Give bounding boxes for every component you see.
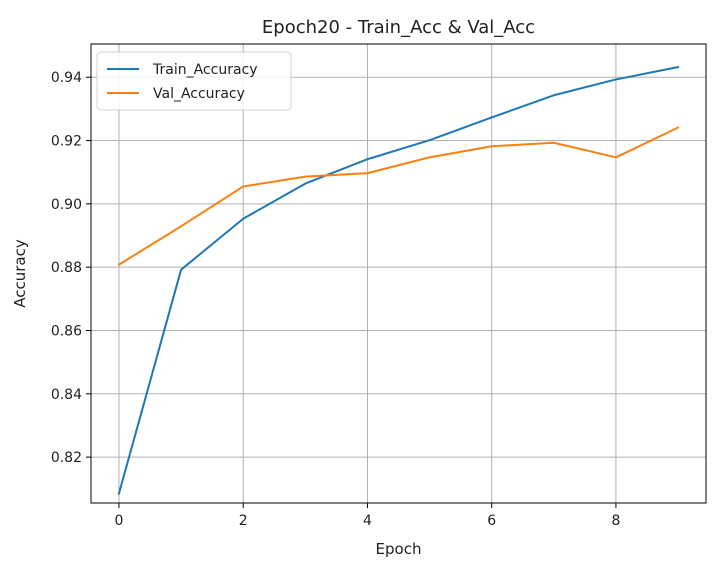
y-tick-label: 0.90 — [51, 197, 82, 213]
chart-title: Epoch20 - Train_Acc & Val_Acc — [262, 17, 535, 38]
x-tick-label: 0 — [114, 513, 123, 529]
legend: Train_Accuracy Val_Accuracy — [96, 51, 292, 111]
y-tick-label: 0.84 — [51, 387, 82, 403]
x-tick-label: 8 — [611, 513, 620, 529]
y-tick-label: 0.94 — [51, 70, 82, 86]
series-lines — [117, 65, 680, 495]
y-tick-label: 0.82 — [51, 450, 82, 466]
x-tick-label: 6 — [487, 513, 496, 529]
x-tick-label: 4 — [363, 513, 372, 529]
y-tick-label: 0.88 — [51, 260, 82, 276]
x-axis-label: Epoch — [376, 540, 422, 558]
series-line-train-accuracy — [117, 65, 680, 495]
legend-label: Train_Accuracy — [152, 62, 258, 78]
legend-label: Val_Accuracy — [153, 86, 245, 102]
series-line-val-accuracy — [117, 126, 680, 267]
axis-ticks: 0 2 4 6 8 0.82 0.84 0.86 0.88 0.90 0.92 0.94 — [51, 70, 621, 529]
legend-box — [96, 51, 292, 111]
grid — [91, 44, 706, 503]
y-tick-label: 0.86 — [51, 323, 82, 339]
plot-frame — [90, 43, 707, 504]
x-tick-label: 2 — [239, 513, 248, 529]
y-axis-label: Accuracy — [11, 239, 29, 308]
y-tick-label: 0.92 — [51, 134, 82, 150]
